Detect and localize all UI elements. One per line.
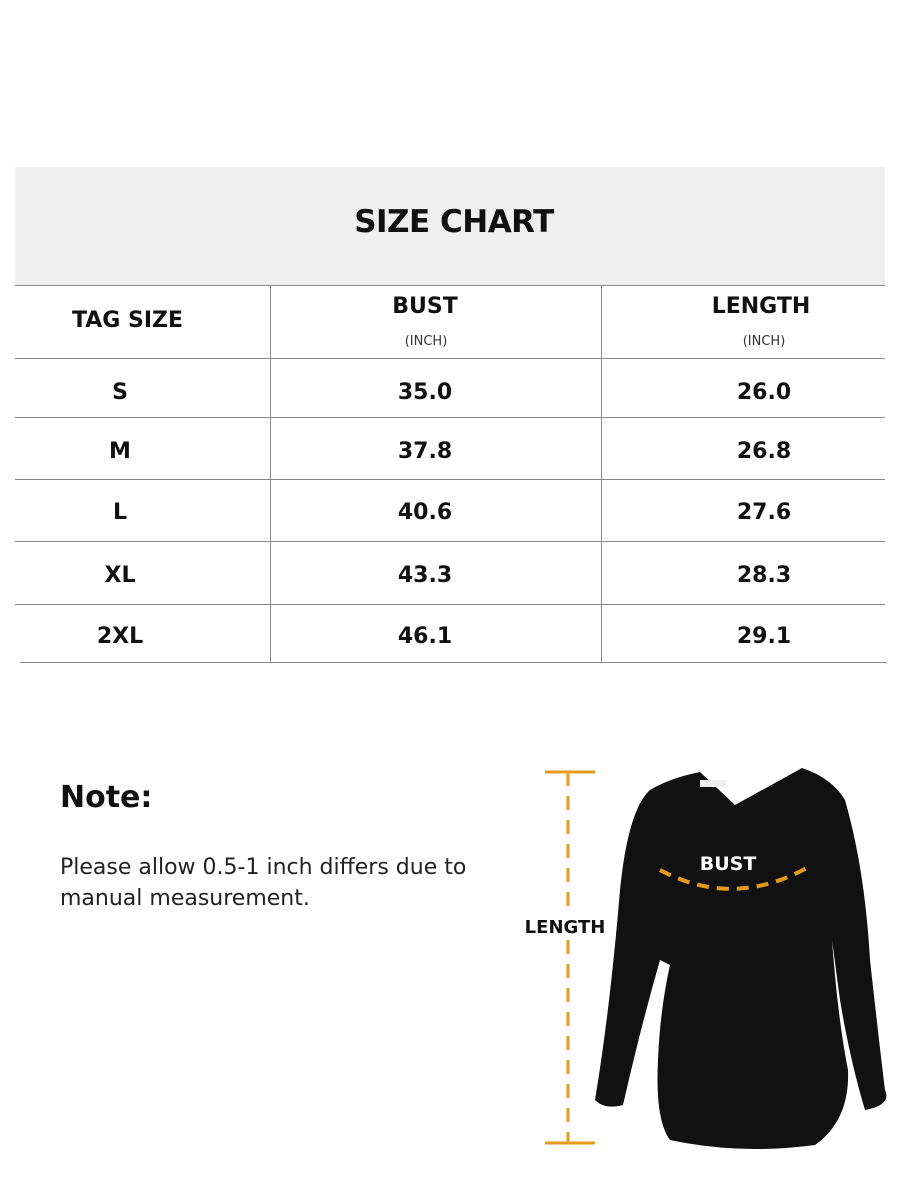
column-header-tag-size: TAG SIZE — [71, 308, 184, 333]
shirt-image — [595, 768, 887, 1149]
column-header-bust: BUST — [392, 294, 458, 319]
size-cell: 2XL — [96, 624, 144, 649]
divider — [15, 358, 885, 359]
length-cell: 26.0 — [736, 380, 792, 405]
length-cell: 29.1 — [736, 624, 792, 649]
divider — [601, 285, 602, 662]
bust-cell: 43.3 — [397, 563, 453, 588]
bust-cell: 40.6 — [397, 500, 453, 525]
size-cell: M — [109, 439, 131, 464]
bust-cell: 46.1 — [397, 624, 453, 649]
column-header-length: LENGTH — [711, 294, 811, 319]
divider — [15, 285, 885, 286]
size-cell: L — [112, 500, 128, 525]
bust-cell: 35.0 — [397, 380, 453, 405]
garment-diagram: BUST LENGTH — [525, 768, 887, 1149]
divider — [270, 285, 271, 662]
length-cell: 28.3 — [736, 563, 792, 588]
size-cell: XL — [104, 563, 136, 588]
divider — [20, 662, 887, 663]
bust-unit: (INCH) — [404, 334, 448, 349]
page-title: SIZE CHART — [354, 204, 554, 240]
bust-cell: 37.8 — [397, 439, 453, 464]
length-cell: 26.8 — [736, 439, 792, 464]
note-text: Please allow 0.5-1 inch differs due to m… — [60, 855, 467, 911]
title-band — [15, 167, 885, 285]
bust-label: BUST — [700, 853, 757, 875]
divider — [15, 604, 885, 605]
divider — [15, 417, 885, 418]
length-label: LENGTH — [525, 917, 606, 938]
divider — [15, 541, 885, 542]
size-cell: S — [112, 380, 128, 405]
note-heading: Note: — [60, 780, 153, 815]
divider — [15, 479, 885, 480]
length-unit: (INCH) — [742, 334, 786, 349]
brand-tag — [700, 780, 726, 787]
length-ruler — [545, 770, 595, 1145]
length-cell: 27.6 — [736, 500, 792, 525]
